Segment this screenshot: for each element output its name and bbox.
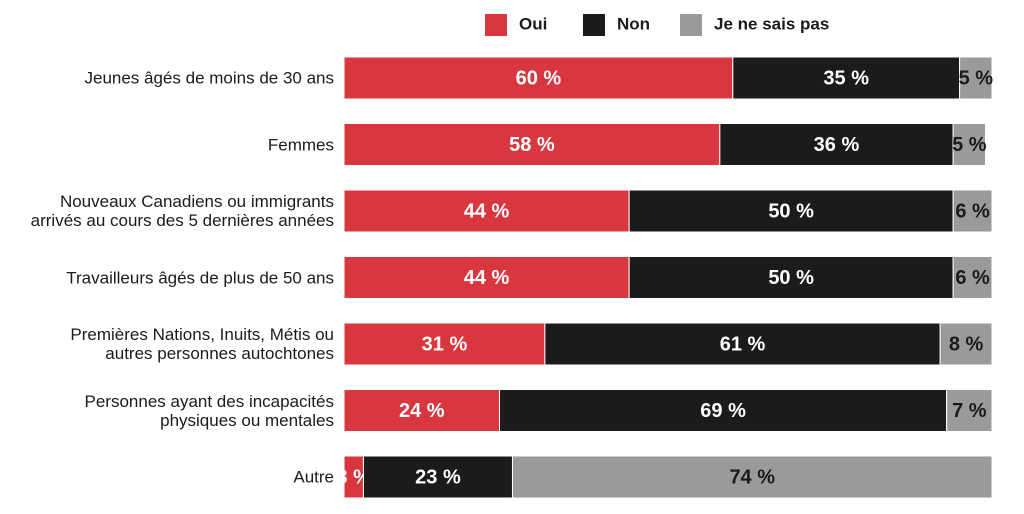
bar-segment (511, 455, 993, 499)
bar-segment (946, 389, 993, 432)
value-label: 35 % (823, 67, 869, 89)
category-label: Nouveaux Canadiens ou immigrants arrivés… (30, 192, 334, 230)
value-label: 69 % (700, 400, 746, 422)
legend-label: Je ne sais pas (714, 14, 829, 33)
bar-segment (719, 123, 954, 166)
value-label: 5 % (959, 67, 994, 89)
bar-segment (343, 123, 721, 166)
value-label: 60 % (516, 67, 562, 89)
value-label: 44 % (464, 267, 510, 289)
legend-swatch (583, 14, 605, 36)
bar-segment (952, 189, 993, 233)
bar-segment (959, 56, 993, 100)
value-label: 6 % (955, 267, 990, 289)
value-label: 8 % (949, 333, 984, 355)
bar-segment (628, 189, 954, 233)
category-label: Autre (293, 467, 334, 487)
category-label: Premières Nations, Inuits, Métis ou autr… (70, 325, 334, 363)
category-label: Jeunes âgés de moins de 30 ans (84, 68, 334, 88)
legend-swatch (680, 14, 702, 36)
value-label: 44 % (464, 200, 510, 222)
value-label: 7 % (952, 400, 987, 422)
legend-swatch (485, 14, 507, 36)
category-label: Travailleurs âgés de plus de 50 ans (66, 268, 334, 287)
value-label: 50 % (768, 200, 814, 222)
value-label: 5 % (952, 134, 987, 156)
value-label: 23 % (415, 466, 461, 488)
bar-segment (362, 455, 513, 499)
category-label: Femmes (267, 135, 334, 154)
bar-segment (732, 56, 961, 100)
bar-segment (343, 389, 501, 432)
value-label: 36 % (814, 134, 860, 156)
bar-segment (939, 322, 993, 366)
bar-segment (343, 322, 546, 366)
value-label: 50 % (768, 267, 814, 289)
bar-segment (628, 256, 954, 299)
bar-segment (544, 322, 941, 366)
value-label: 6 % (955, 200, 990, 222)
legend-label: Oui (519, 14, 547, 33)
value-label: 61 % (720, 333, 766, 355)
value-label: 31 % (422, 333, 468, 355)
bar-segment (343, 256, 630, 299)
legend-label: Non (617, 14, 650, 33)
value-label: 58 % (509, 134, 555, 156)
bar-segment (952, 123, 987, 166)
value-label: 24 % (399, 400, 445, 422)
bar-segment (952, 256, 993, 299)
value-label: 3 % (336, 466, 371, 488)
category-label: Personnes ayant des incapacités physique… (84, 391, 335, 430)
value-label: 74 % (729, 466, 775, 488)
